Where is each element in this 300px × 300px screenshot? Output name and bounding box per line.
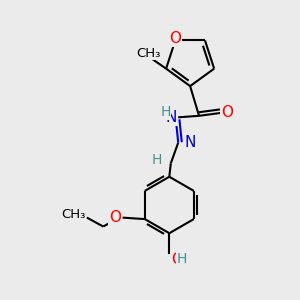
Text: O: O <box>221 105 233 120</box>
Text: H: H <box>177 252 187 266</box>
Text: H: H <box>160 105 171 119</box>
Text: O: O <box>109 210 121 225</box>
Text: CH₃: CH₃ <box>61 208 86 220</box>
Text: N: N <box>165 110 177 125</box>
Text: O: O <box>169 32 181 46</box>
Text: CH₃: CH₃ <box>136 47 161 60</box>
Text: H: H <box>152 153 162 167</box>
Text: O: O <box>171 252 183 267</box>
Text: N: N <box>185 135 196 150</box>
